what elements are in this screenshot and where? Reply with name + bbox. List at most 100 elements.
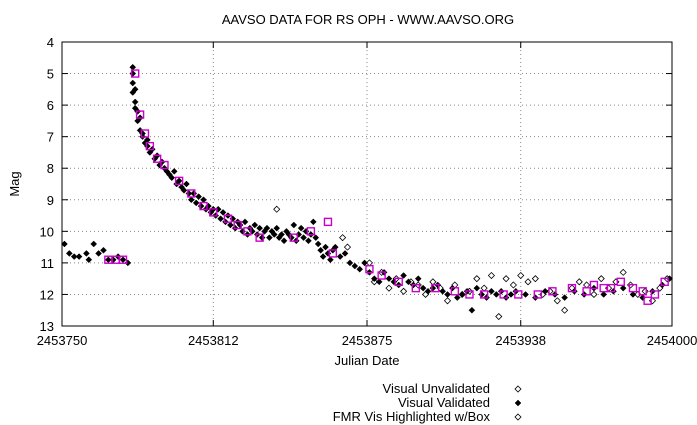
y-tick-label: 12 [40, 287, 54, 302]
fmr-vis-highlighted-w-box-point [479, 290, 489, 299]
visual-validated-point [180, 186, 188, 194]
fmr-vis-highlighted-w-box-point [130, 69, 140, 78]
visual-validated-point [200, 196, 207, 204]
visual-validated-point [319, 253, 327, 260]
fmr-vis-highlighted-w-box-point [306, 227, 316, 236]
visual-validated-point [327, 256, 334, 264]
visual-validated-point [336, 253, 344, 260]
visual-validated-point [561, 294, 568, 301]
visual-unvalidated-point [553, 297, 561, 305]
fmr-vis-highlighted-w-box-point [411, 283, 420, 293]
x-tick-label: 2453750 [37, 333, 88, 348]
visual-validated-point [361, 259, 368, 267]
visual-validated-point [83, 250, 90, 257]
y-tick-label: 13 [40, 319, 54, 334]
visual-validated-point [309, 218, 317, 226]
x-tick-label: 2453812 [188, 333, 239, 348]
visual-validated-point [258, 234, 266, 241]
visual-validated-point [109, 256, 117, 264]
y-tick-label: 5 [47, 67, 54, 82]
fmr-vis-highlighted-w-box-point [160, 160, 169, 170]
legend-marker [514, 399, 522, 407]
visual-unvalidated-point [619, 268, 627, 276]
fmr-vis-highlighted-w-box-point [187, 189, 196, 198]
x-axis-label: Julian Date [334, 353, 399, 368]
fmr-vis-highlighted-w-box-point [118, 255, 128, 264]
fmr-vis-highlighted-w-box-point [606, 283, 616, 293]
visual-unvalidated-point [561, 306, 569, 314]
y-tick-label: 4 [47, 35, 54, 50]
visual-validated-point [468, 306, 476, 314]
visual-validated-point [405, 278, 412, 286]
visual-unvalidated-point [531, 275, 539, 283]
fmr-vis-highlighted-w-box-point [199, 201, 208, 211]
legend-marker [514, 413, 522, 421]
visual-validated-point [619, 284, 627, 292]
visual-unvalidated-point [385, 284, 393, 292]
visual-validated-point [129, 79, 137, 87]
visual-validated-point [270, 231, 278, 238]
visual-unvalidated-point [604, 284, 613, 292]
visual-validated-point [75, 253, 83, 260]
visual-validated-point [85, 256, 93, 264]
fmr-vis-highlighted-w-box-point [548, 287, 557, 296]
fmr-vis-highlighted-w-box-point [255, 233, 264, 242]
x-tick-label: 2453938 [495, 333, 546, 348]
visual-validated-point [300, 234, 307, 241]
fmr-vis-highlighted-w-box-point [628, 283, 638, 293]
visual-unvalidated-point [597, 275, 605, 283]
legend-label: Visual Validated [398, 395, 490, 410]
visual-validated-point [375, 278, 383, 286]
y-tick-label: 8 [47, 161, 54, 176]
fmr-vis-highlighted-w-box-point [152, 154, 162, 163]
visual-validated-point [241, 218, 249, 226]
data-points [61, 63, 673, 321]
visual-unvalidated-point [524, 278, 532, 286]
chart-title: AAVSO DATA FOR RS OPH - WWW.AAVSO.ORG [222, 12, 514, 27]
visual-validated-point [600, 291, 608, 298]
visual-validated-point [507, 291, 515, 298]
visual-unvalidated-point [590, 290, 598, 299]
visual-validated-point [70, 253, 78, 260]
visual-validated-point [131, 85, 139, 93]
visual-validated-point [183, 180, 190, 188]
visual-validated-point [90, 240, 98, 248]
fmr-vis-highlighted-w-box-point [514, 290, 523, 299]
axis-ticks: 2453750 2453812 2453875 2453938 2454000 4 5 6 7 8… [37, 35, 697, 348]
visual-validated-point [400, 272, 407, 279]
fmr-vis-highlighted-w-box-point [394, 277, 403, 287]
visual-validated-point [61, 240, 68, 248]
visual-validated-point [227, 221, 234, 229]
visual-validated-point [251, 221, 259, 229]
visual-validated-point [419, 284, 427, 292]
visual-unvalidated-point [429, 278, 437, 286]
fmr-vis-highlighted-w-box-point [243, 227, 252, 236]
fmr-vis-highlighted-w-box-point [650, 290, 660, 299]
legend-marker [514, 385, 522, 393]
fmr-vis-highlighted-w-box-point [499, 290, 508, 299]
fmr-vis-highlighted-w-box-point [174, 176, 184, 186]
visual-validated-point [458, 291, 466, 298]
x-tick-label: 2453875 [342, 333, 393, 348]
visual-validated-point [312, 234, 320, 241]
fmr-vis-highlighted-w-box-point [582, 287, 591, 296]
visual-validated-point [478, 291, 486, 298]
visual-unvalidated-point [443, 297, 452, 305]
visual-validated-point [444, 291, 451, 298]
visual-unvalidated-point [400, 287, 408, 295]
visual-validated-point [192, 199, 200, 207]
visual-unvalidated-point [502, 275, 510, 283]
fmr-vis-highlighted-w-box-point [660, 277, 669, 287]
fmr-vis-highlighted-w-box-point [465, 290, 474, 299]
fmr-vis-highlighted-w-box-point [450, 287, 460, 296]
visual-validated-point [541, 287, 549, 295]
visual-validated-point [195, 193, 202, 200]
visual-unvalidated-point [648, 297, 657, 305]
visual-unvalidated-point [480, 284, 488, 292]
visual-validated-point [488, 287, 495, 295]
visual-validated-point [356, 265, 364, 273]
visual-validated-point [351, 262, 359, 270]
visual-validated-point [65, 250, 73, 257]
visual-validated-point [95, 250, 102, 257]
